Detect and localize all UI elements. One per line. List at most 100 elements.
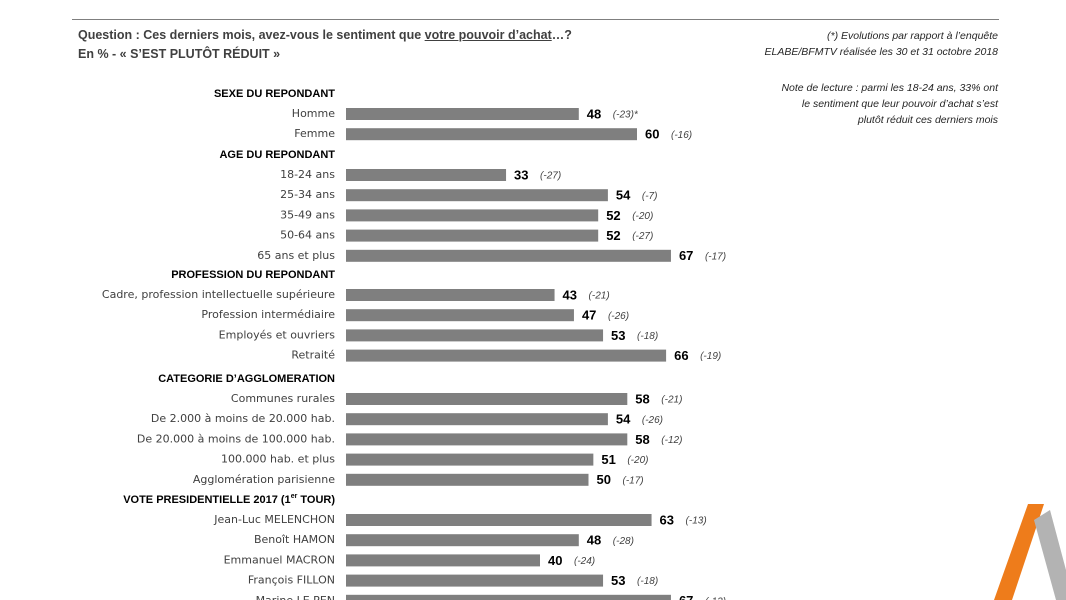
brand-logo [994, 504, 1066, 600]
value-label: 40 [548, 553, 562, 568]
category-label: Emmanuel MACRON [224, 553, 335, 566]
bar [346, 554, 540, 567]
question-text: Question : Ces derniers mois, avez-vous … [78, 28, 572, 42]
category-label: Retraité [291, 349, 335, 362]
bar [346, 594, 671, 600]
bar [346, 209, 599, 222]
value-label: 48 [587, 533, 601, 548]
change-label: (-27) [540, 171, 561, 182]
group-header: CATEGORIE D’AGGLOMERATION [158, 373, 335, 385]
category-label: Cadre, profession intellectuelle supérie… [102, 288, 335, 301]
category-label: Communes rurales [231, 392, 335, 405]
change-label: (-19) [700, 351, 721, 362]
category-label: De 2.000 à moins de 20.000 hab. [151, 412, 335, 425]
chart-subtitle: En % - « S’EST PLUTÔT RÉDUIT » [78, 47, 280, 61]
value-label: 53 [611, 328, 625, 343]
value-label: 67 [679, 593, 693, 600]
group-header: PROFESSION DU REPONDANT [171, 269, 335, 281]
category-label: François FILLON [248, 574, 335, 587]
change-label: (-20) [627, 455, 648, 466]
bar [346, 108, 579, 120]
change-label: (-18) [637, 576, 658, 587]
value-label: 60 [645, 127, 659, 142]
category-label: Homme [292, 107, 335, 120]
reading-note: Note de lecture : parmi les 18-24 ans, 3… [781, 80, 998, 128]
value-label: 48 [587, 106, 601, 121]
subtitle-main: « S’EST PLUTÔT RÉDUIT » [119, 47, 281, 61]
value-label: 53 [611, 573, 625, 588]
value-label: 63 [660, 512, 674, 527]
group-header: VOTE PRESIDENTIELLE 2017 (1er TOUR) [123, 493, 335, 506]
bar [346, 514, 652, 526]
category-label: Jean-Luc MELENCHON [213, 513, 335, 526]
value-label: 51 [601, 452, 615, 467]
bar [346, 329, 604, 342]
bar [346, 473, 589, 486]
reading-note-line2: le sentiment que leur pouvoir d’achat s’… [801, 98, 998, 110]
bar [346, 453, 594, 466]
change-label: (-13) [705, 596, 726, 600]
bar [346, 349, 667, 362]
change-label: (-23)* [613, 110, 639, 121]
change-label: (-7) [642, 191, 658, 202]
bar [346, 393, 628, 405]
change-label: (-17) [705, 251, 726, 262]
value-label: 58 [635, 391, 649, 406]
value-label: 50 [597, 472, 611, 487]
question-prefix: Question : Ces derniers mois, avez-vous … [78, 28, 425, 42]
bar [346, 433, 628, 446]
subtitle-prefix: En % - [78, 47, 120, 61]
change-label: (-17) [623, 475, 644, 486]
reading-note-line3: plutôt réduit ces derniers mois [857, 114, 998, 126]
change-label: (-16) [671, 130, 692, 141]
question-underlined: votre pouvoir d’achat [424, 28, 552, 42]
bar [346, 534, 579, 547]
category-label: Femme [294, 127, 335, 140]
value-label: 43 [563, 287, 577, 302]
change-label: (-26) [608, 311, 629, 322]
category-label: Agglomération parisienne [193, 473, 335, 486]
value-label: 58 [635, 432, 649, 447]
category-label: 65 ans et plus [257, 249, 335, 262]
value-label: 66 [674, 348, 688, 363]
evolution-note-line2: ELABE/BFMTV réalisée les 30 et 31 octobr… [764, 46, 998, 58]
change-label: (-28) [613, 536, 634, 547]
value-label: 54 [616, 188, 631, 203]
value-label: 54 [616, 412, 631, 427]
evolution-note: (*) Evolutions par rapport à l’enquête E… [765, 28, 998, 60]
change-label: (-24) [574, 556, 595, 567]
change-label: (-12) [661, 435, 682, 446]
category-label: Marine LE PEN [256, 594, 335, 600]
bar [346, 289, 555, 301]
logo-grey-stroke [1034, 510, 1066, 600]
group-header: SEXE DU REPONDANT [214, 88, 335, 100]
change-label: (-27) [632, 231, 653, 242]
value-label: 52 [606, 208, 620, 223]
change-label: (-26) [642, 415, 663, 426]
value-label: 33 [514, 167, 528, 182]
category-label: Employés et ouvriers [219, 328, 336, 341]
change-label: (-21) [589, 291, 610, 302]
change-label: (-13) [686, 516, 707, 527]
top-divider [72, 19, 999, 20]
bar [346, 189, 608, 202]
bar [346, 574, 604, 587]
change-label: (-20) [632, 211, 653, 222]
value-label: 67 [679, 248, 693, 263]
category-label: 25-34 ans [280, 188, 335, 201]
category-label: 50-64 ans [280, 229, 335, 242]
change-label: (-21) [661, 395, 682, 406]
bar [346, 229, 599, 242]
value-label: 47 [582, 308, 596, 323]
logo-orange-stroke [994, 504, 1044, 600]
bar [346, 309, 574, 322]
question-suffix: …? [551, 28, 572, 42]
category-label: Profession intermédiaire [201, 308, 335, 321]
category-label: 100.000 hab. et plus [221, 453, 335, 466]
bar [346, 413, 608, 426]
category-label: Benoît HAMON [254, 533, 335, 546]
bar [346, 128, 637, 141]
category-label: 18-24 ans [280, 168, 335, 181]
value-label: 52 [606, 228, 620, 243]
